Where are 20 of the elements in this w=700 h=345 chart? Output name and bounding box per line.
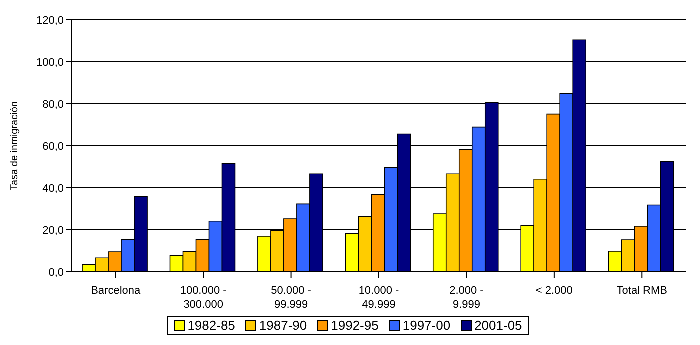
legend-label: 1992-95 (330, 318, 379, 333)
y-tick-label: 80,0 (42, 98, 64, 111)
legend-label: 1982-85 (186, 318, 236, 333)
x-tick-label: 10.000 - 49.999 (358, 285, 400, 311)
legend-label: 2001-05 (474, 318, 522, 333)
y-tick-label: 100,0 (36, 56, 64, 69)
y-tick-label: 120,0 (36, 14, 64, 27)
x-tick-label: 2.000 - 9.999 (450, 285, 484, 311)
y-tick-label: 0,0 (48, 266, 64, 279)
y-tick-label: 60,0 (42, 140, 64, 153)
legend-label: 1987-90 (258, 318, 308, 333)
y-tick-label: 20,0 (42, 224, 64, 237)
x-tick-label: Total RMB (616, 285, 668, 297)
x-tick-label: Barcelona (91, 285, 142, 297)
x-tick-label: 100.000 - 300.000 (180, 285, 228, 311)
y-axis-title: Tasa de inmigración (10, 102, 21, 190)
x-tick-label: 50.000 - 99.999 (271, 285, 312, 311)
y-tick-label: 40,0 (42, 182, 64, 195)
x-tick-label: < 2.000 (536, 285, 573, 297)
legend-label: 1997-00 (402, 318, 451, 333)
